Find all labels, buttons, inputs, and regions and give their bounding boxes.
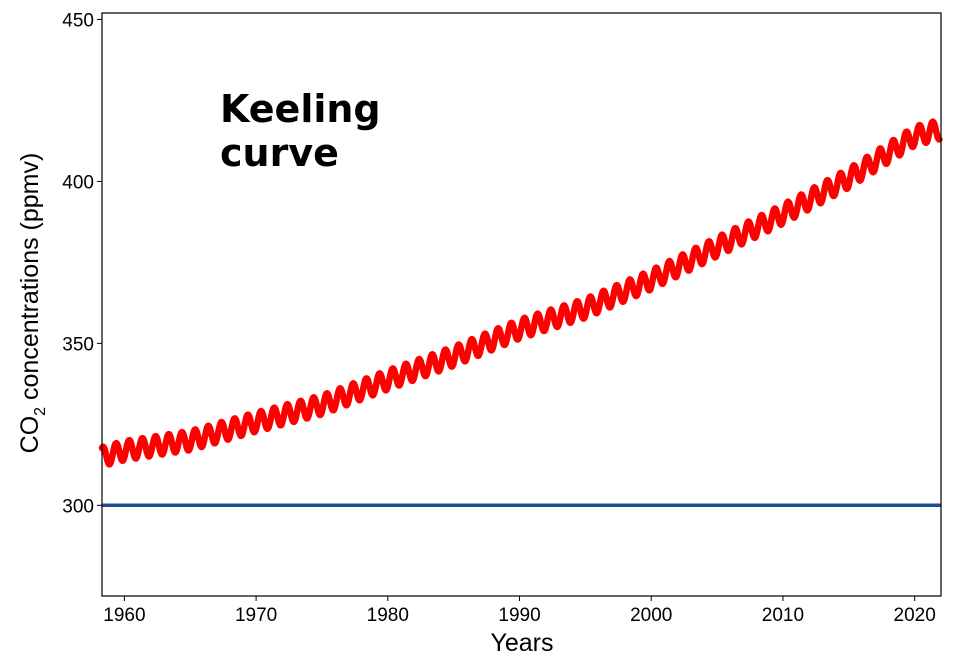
- y-tick-label: 300: [62, 496, 94, 517]
- annotation-line-1: Keeling: [220, 87, 381, 131]
- keeling-curve-line: [98, 118, 943, 468]
- y-axis-title-rest: concentrations (ppmv): [16, 153, 44, 407]
- x-tick-label: 1970: [235, 605, 277, 626]
- x-tick-label: 1960: [103, 605, 145, 626]
- x-tick-label: 2000: [630, 605, 672, 626]
- annotation-line-2: curve: [220, 131, 339, 175]
- y-tick-label: 450: [62, 10, 94, 31]
- y-axis-title-main: CO: [16, 416, 44, 454]
- plot-frame: [101, 12, 942, 597]
- x-tick-label: 1990: [498, 605, 540, 626]
- x-tick-label: 2010: [762, 605, 804, 626]
- y-axis-title-subscript: 2: [32, 407, 49, 416]
- x-axis-title: Years: [490, 629, 553, 657]
- x-tick-label: 1980: [367, 605, 409, 626]
- x-tick-label: 2020: [894, 605, 936, 626]
- plot-area: [98, 118, 943, 508]
- y-tick-label: 350: [62, 334, 94, 355]
- axes: 1960 1970 1980 1990 2000 2010 2020 300 350 400 450: [62, 10, 936, 626]
- y-tick-label: 400: [62, 172, 94, 193]
- y-axis-title: CO2 concentrations (ppmv): [16, 153, 49, 454]
